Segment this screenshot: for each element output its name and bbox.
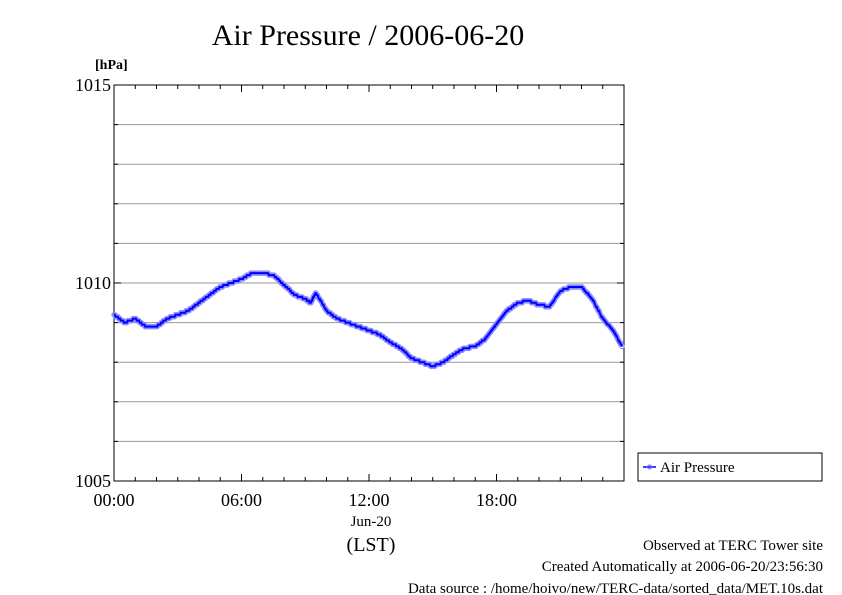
x-tick-label: 18:00 [476, 490, 517, 510]
chart-title: Air Pressure / 2006-06-20 [212, 19, 524, 52]
legend-label: Air Pressure [660, 460, 735, 476]
axis-ticks [113, 84, 624, 482]
x-tick-labels: 00:00 06:00 12:00 18:00 [93, 490, 517, 510]
footer-created: Created Automatically at 2006-06-20/23:5… [542, 559, 823, 575]
legend-box [637, 452, 823, 482]
legend: Air Pressure [637, 452, 823, 482]
series-air-pressure [111, 270, 625, 369]
y-tick-label: 1015 [75, 75, 111, 95]
y-tick-labels: 1005 1010 1015 [75, 75, 111, 491]
y-tick-label: 1005 [75, 471, 111, 491]
x-axis-label: (LST) [347, 534, 396, 556]
grid-lines [114, 124, 624, 442]
x-tick-label: 00:00 [93, 490, 134, 510]
series-line [113, 272, 623, 368]
x-tick-label: 12:00 [348, 490, 389, 510]
y-axis-unit: [hPa] [95, 58, 128, 73]
y-tick-label: 1010 [75, 273, 111, 293]
footer-source: Data source : /home/hoivo/new/TERC-data/… [408, 581, 824, 595]
x-tick-label: 06:00 [221, 490, 262, 510]
date-label: Jun-20 [351, 514, 392, 530]
legend-marker-swatch [647, 464, 652, 470]
footer-site: Observed at TERC Tower site [643, 538, 823, 554]
